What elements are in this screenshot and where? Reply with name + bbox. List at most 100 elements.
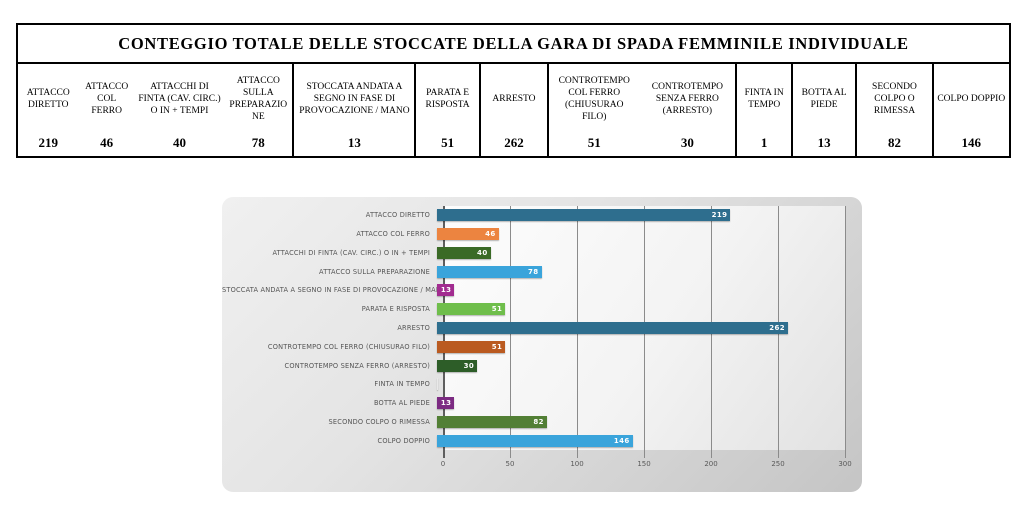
bar-row: ATTACCO DIRETTO 219 bbox=[222, 206, 845, 225]
table-column: COLPO DOPPIO 146 bbox=[931, 64, 1009, 156]
table-column: CONTROTEMPO SENZA FERRO (ARRESTO) 30 bbox=[639, 64, 735, 156]
bar-track: 30 bbox=[437, 359, 845, 372]
category-label: PARATA E RISPOSTA bbox=[361, 305, 430, 314]
table-column: ATTACCHI DI FINTA (CAV. CIRC.) O IN + TE… bbox=[135, 64, 224, 156]
bar-track: 40 bbox=[437, 246, 845, 259]
bar: 262 bbox=[437, 321, 789, 334]
column-value: 51 bbox=[441, 135, 455, 150]
column-header: ATTACCO COL FERRO bbox=[85, 82, 129, 116]
x-axis-tick-label: 200 bbox=[704, 460, 718, 468]
column-value: 82 bbox=[887, 135, 901, 150]
bar-track: 46 bbox=[437, 228, 845, 241]
column-header: ATTACCO DIRETTO bbox=[26, 88, 70, 110]
category-label: COLPO DOPPIO bbox=[377, 436, 430, 445]
bar-value-label: 78 bbox=[527, 267, 539, 276]
category-label: BOTTA AL PIEDE bbox=[373, 399, 430, 408]
category-label: SECONDO COLPO O RIMESSA bbox=[328, 417, 430, 426]
x-axis-tick-label: 0 bbox=[440, 460, 446, 468]
bar-value-label: 51 bbox=[491, 305, 503, 314]
bar-row: COLPO DOPPIO 146 bbox=[222, 431, 845, 450]
category-label: CONTROTEMPO COL FERRO (CHIUSURAO FILO) bbox=[267, 342, 430, 351]
column-value: 219 bbox=[38, 135, 58, 150]
bar: 13 bbox=[437, 284, 455, 297]
bar-row: BOTTA AL PIEDE 13 bbox=[222, 394, 845, 413]
bar-row: ATTACCO SULLA PREPARAZIONE 78 bbox=[222, 262, 845, 281]
table-column: FINTA IN TEMPO 1 bbox=[735, 64, 790, 156]
bar: 78 bbox=[437, 265, 542, 278]
x-axis-tick-label: 50 bbox=[505, 460, 515, 468]
bar-row: SECONDO COLPO O RIMESSA 82 bbox=[222, 412, 845, 431]
column-value: 51 bbox=[587, 135, 601, 150]
column-header: SECONDO COLPO O RIMESSA bbox=[872, 82, 917, 116]
column-value: 146 bbox=[961, 135, 982, 150]
table-title: CONTEGGIO TOTALE DELLE STOCCATE DELLA GA… bbox=[18, 25, 1009, 64]
column-header: ARRESTO bbox=[492, 94, 536, 105]
column-header: STOCCATA ANDATA A SEGNO IN FASE DI PROVO… bbox=[299, 82, 410, 116]
bar-track: 219 bbox=[437, 209, 845, 222]
results-table: CONTEGGIO TOTALE DELLE STOCCATE DELLA GA… bbox=[16, 23, 1011, 158]
bar-row: CONTROTEMPO SENZA FERRO (ARRESTO) 30 bbox=[222, 356, 845, 375]
bar: 46 bbox=[437, 228, 499, 241]
bar-value-label: 13 bbox=[440, 399, 452, 408]
column-header: CONTROTEMPO SENZA FERRO (ARRESTO) bbox=[651, 82, 723, 116]
column-header: BOTTA AL PIEDE bbox=[801, 88, 847, 110]
bar-track bbox=[437, 378, 845, 391]
x-axis-tick-label: 100 bbox=[570, 460, 584, 468]
category-label: STOCCATA ANDATA A SEGNO IN FASE DI PROVO… bbox=[222, 286, 447, 295]
bar-value-label: 13 bbox=[440, 286, 452, 295]
category-label: FINTA IN TEMPO bbox=[374, 380, 430, 389]
table-column: ARRESTO 262 bbox=[478, 64, 547, 156]
bar-value-label: 51 bbox=[491, 342, 503, 351]
bar-value-label: 82 bbox=[533, 417, 544, 426]
bar-row: FINTA IN TEMPO bbox=[222, 375, 845, 394]
table-column: PARATA E RISPOSTA 51 bbox=[414, 64, 478, 156]
bar: 30 bbox=[437, 359, 478, 372]
bar-track: 146 bbox=[437, 434, 845, 447]
bar-track: 78 bbox=[437, 265, 845, 278]
column-value: 30 bbox=[680, 135, 694, 150]
table-column: SECONDO COLPO O RIMESSA 82 bbox=[855, 64, 931, 156]
category-label: ATTACCO SULLA PREPARAZIONE bbox=[319, 267, 430, 276]
bar-track: 262 bbox=[437, 321, 845, 334]
column-value: 78 bbox=[251, 135, 265, 150]
bar: 51 bbox=[437, 303, 506, 316]
column-value: 46 bbox=[100, 135, 114, 150]
x-axis-tick-label: 150 bbox=[637, 460, 651, 468]
column-header: FINTA IN TEMPO bbox=[744, 88, 784, 110]
table-column: CONTROTEMPO COL FERRO (CHIUSURAO FILO) 51 bbox=[547, 64, 639, 156]
category-label: ATTACCO COL FERRO bbox=[356, 230, 430, 239]
bar-row: ARRESTO 262 bbox=[222, 319, 845, 338]
bar-row: CONTROTEMPO COL FERRO (CHIUSURAO FILO) 51 bbox=[222, 337, 845, 356]
table-column: ATTACCO COL FERRO 46 bbox=[78, 64, 134, 156]
table-column: BOTTA AL PIEDE 13 bbox=[790, 64, 855, 156]
bar-rows: ATTACCO DIRETTO 219 ATTACCO COL FERRO 46 ATT… bbox=[222, 206, 845, 450]
x-axis-tick-label: 250 bbox=[771, 460, 785, 468]
column-value: 40 bbox=[173, 135, 187, 150]
bar-track: 82 bbox=[437, 415, 845, 428]
bar: 13 bbox=[437, 397, 455, 410]
bar-track: 13 bbox=[437, 397, 845, 410]
bar: 82 bbox=[437, 415, 547, 428]
column-value: 13 bbox=[347, 135, 361, 150]
table-column: ATTACCO SULLA PREPARAZIONE 78 bbox=[224, 64, 292, 156]
bar-row: ATTACCO COL FERRO 46 bbox=[222, 225, 845, 244]
bar-value-label: 219 bbox=[711, 211, 728, 220]
bar-value-label: 46 bbox=[485, 230, 496, 239]
category-label: ATTACCO DIRETTO bbox=[365, 211, 430, 220]
column-header: ATTACCO SULLA PREPARAZIONE bbox=[229, 76, 288, 122]
column-header: PARATA E RISPOSTA bbox=[425, 88, 470, 110]
gridline bbox=[845, 206, 846, 458]
table-column: STOCCATA ANDATA A SEGNO IN FASE DI PROVO… bbox=[292, 64, 414, 156]
bar-value-label: 262 bbox=[769, 323, 786, 332]
bar: 219 bbox=[437, 209, 731, 222]
column-header: CONTROTEMPO COL FERRO (CHIUSURAO FILO) bbox=[558, 76, 630, 122]
bar-track: 51 bbox=[437, 303, 845, 316]
bar-value-label: 40 bbox=[477, 248, 488, 257]
bar-value-label: 30 bbox=[463, 361, 475, 370]
table-columns: ATTACCO DIRETTO 219 ATTACCO COL FERRO 46 ATT… bbox=[18, 64, 1009, 156]
bar-track: 51 bbox=[437, 340, 845, 353]
column-header: ATTACCHI DI FINTA (CAV. CIRC.) O IN + TE… bbox=[138, 82, 221, 116]
bar: 40 bbox=[437, 246, 491, 259]
column-header: COLPO DOPPIO bbox=[937, 94, 1006, 105]
